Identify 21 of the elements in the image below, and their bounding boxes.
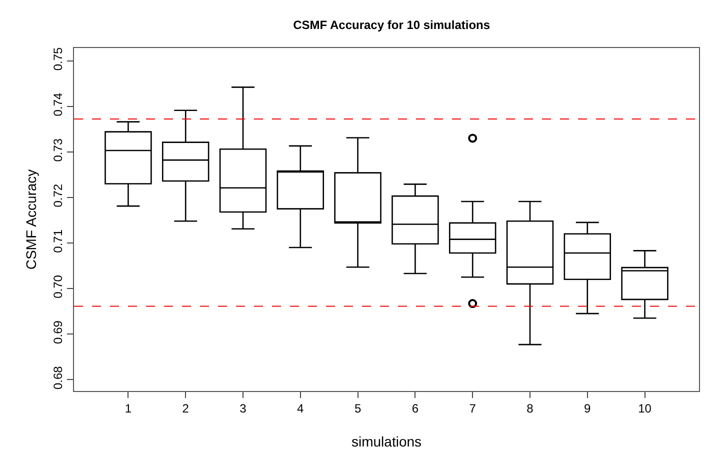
y-tick-label: 0.70 [51,274,66,298]
x-tick-label: 3 [240,401,247,416]
x-tick-label: 1 [124,401,132,416]
x-tick-label: 8 [526,401,534,416]
y-tick-label: 0.69 [51,320,66,344]
chart-title: CSMF Accuracy for 10 simulations [293,18,490,32]
x-axis-title: simulations [351,434,422,450]
y-tick-label: 0.75 [51,46,66,71]
x-tick-label: 6 [412,401,419,416]
y-tick-label: 0.72 [51,184,66,208]
x-tick-label: 10 [638,401,652,416]
y-tick-label: 0.74 [51,92,66,116]
x-tick-label: 2 [182,401,190,416]
y-tick-label: 0.71 [51,229,66,253]
x-tick-label: 5 [354,401,362,416]
x-tick-label: 4 [297,401,304,416]
x-tick-label: 7 [469,401,476,416]
y-tick-label: 0.73 [51,138,66,162]
y-axis-title: CSMF Accuracy [23,169,39,270]
y-tick-label: 0.68 [51,366,66,390]
x-tick-label: 9 [584,401,592,416]
